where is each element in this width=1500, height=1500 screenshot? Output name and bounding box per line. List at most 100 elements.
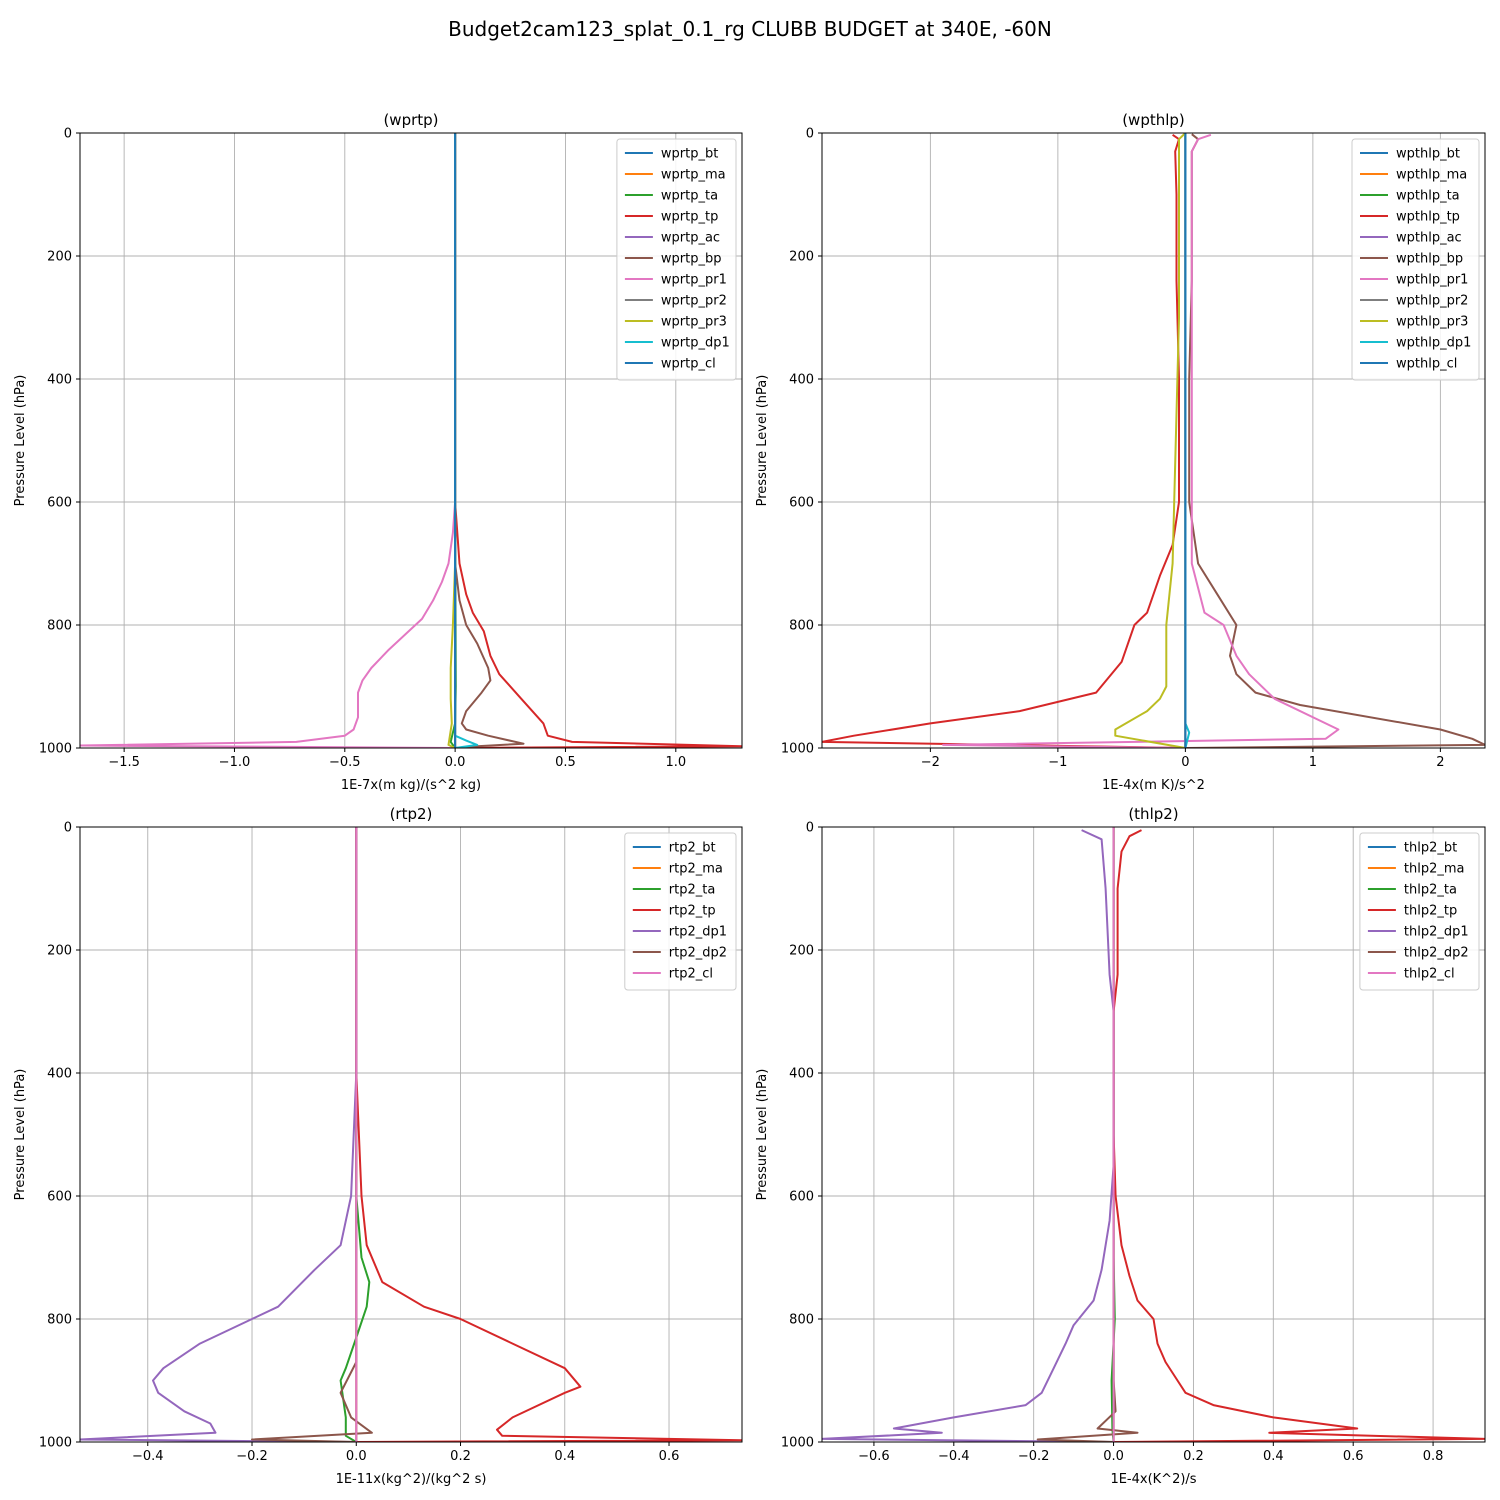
y-tick-label: 800 (47, 1313, 72, 1328)
legend-entry-label: wprtp_tp (661, 210, 718, 225)
series-line-rtp2_tp (355, 827, 742, 1442)
panel-2: −0.4 −0.2 0.0 0.2 0.4 0.6 0 200 400 600 800 1000 (rt… (13, 805, 743, 1487)
x-tick-label: 0.2 (1183, 1449, 1204, 1464)
x-tick-label: 0.0 (1103, 1449, 1124, 1464)
series-line-wprtp_bp (454, 133, 525, 748)
legend-entry-label: wprtp_dp1 (661, 336, 730, 351)
y-tick-label: 0 (806, 821, 814, 836)
y-tick-label: 600 (789, 1190, 814, 1205)
legend-entry-label: wprtp_pr1 (661, 273, 727, 288)
y-axis-label: Pressure Level (hPa) (13, 1069, 28, 1201)
y-tick-label: 200 (47, 944, 72, 959)
x-tick-label: −0.4 (938, 1449, 970, 1464)
legend-box (1351, 138, 1480, 381)
figure-title: Budget2cam123_splat_0.1_rg CLUBB BUDGET … (448, 17, 1052, 41)
y-tick-label: 1000 (781, 1436, 814, 1451)
series-group (80, 133, 742, 748)
legend-entry-label: wprtp_pr3 (661, 315, 727, 330)
y-tick-label: 400 (47, 373, 72, 388)
y-tick-label: 600 (47, 1190, 72, 1205)
legend-box (616, 138, 737, 381)
series-group (822, 827, 1485, 1442)
series-line-wpthlp_tp (822, 133, 1186, 748)
series-group (822, 133, 1485, 748)
x-tick-label: 2 (1436, 755, 1444, 770)
panel-title: (rtp2) (390, 805, 433, 823)
legend-entry-label: thlp2_ma (1404, 862, 1465, 877)
y-tick-label: 400 (47, 1067, 72, 1082)
series-group (80, 827, 742, 1442)
x-tick-label: −1.0 (219, 755, 251, 770)
series-line-thlp2_dp1 (822, 829, 1115, 1442)
y-tick-label: 200 (789, 250, 814, 265)
y-tick-label: 800 (789, 619, 814, 634)
legend-entry-label: wprtp_bt (661, 147, 718, 162)
series-line-thlp2_tp (1112, 829, 1485, 1442)
x-axis-label: 1E-4x(m K)/s^2 (1102, 778, 1205, 793)
panel-3: −0.6 −0.4 −0.2 0.0 0.2 0.4 0.6 0.8 0 200 400 600 800… (755, 805, 1486, 1487)
series-line-rtp2_dp1 (80, 827, 358, 1442)
legend-box (1359, 832, 1480, 991)
plot-frame (821, 132, 1486, 749)
y-axis-label: Pressure Level (hPa) (755, 1069, 770, 1201)
legend-entry-label: wpthlp_ma (1396, 168, 1467, 183)
legend-entry-label: wprtp_pr2 (661, 294, 727, 309)
y-tick-label: 1000 (39, 1436, 72, 1451)
legend-entry-label: thlp2_cl (1404, 967, 1455, 982)
legend-entry-label: wprtp_ac (661, 231, 720, 246)
x-tick-label: −1 (1048, 755, 1067, 770)
x-axis-label: 1E-11x(kg^2)/(kg^2 s) (336, 1472, 487, 1487)
legend-entry-label: rtp2_tp (669, 904, 716, 919)
x-tick-label: 0.8 (1423, 1449, 1444, 1464)
y-tick-label: 600 (47, 496, 72, 511)
y-tick-label: 1000 (781, 742, 814, 757)
legend-entry-label: thlp2_dp1 (1404, 925, 1469, 940)
legend-entry-label: thlp2_bt (1404, 841, 1457, 856)
legend-entry-label: wprtp_cl (661, 357, 716, 372)
panel-1: −2 −1 0 1 2 0 200 400 600 800 1000 (wpthlp) 1E-4x(m … (755, 111, 1486, 793)
y-tick-label: 1000 (39, 742, 72, 757)
x-tick-label: 0.6 (1343, 1449, 1364, 1464)
x-tick-label: −1.5 (108, 755, 140, 770)
y-tick-label: 400 (789, 1067, 814, 1082)
x-tick-label: 0 (1181, 755, 1189, 770)
y-tick-label: 200 (789, 944, 814, 959)
legend-entry-label: wpthlp_pr1 (1396, 273, 1468, 288)
panel-title: (thlp2) (1128, 805, 1178, 823)
x-tick-label: 0.4 (554, 1449, 575, 1464)
legend-entry-label: rtp2_bt (669, 841, 716, 856)
y-tick-label: 800 (47, 619, 72, 634)
x-tick-label: −0.2 (1018, 1449, 1050, 1464)
legend-entry-label: wpthlp_bt (1396, 147, 1460, 162)
legend: wprtp_bt wprtp_ma wprtp_ta wprtp_tp wprtp_ac… (616, 138, 737, 381)
series-line-wpthlp_pr3 (1114, 133, 1187, 748)
legend-entry-label: rtp2_dp1 (669, 925, 727, 940)
x-tick-label: 0.0 (346, 1449, 367, 1464)
y-axis-label: Pressure Level (hPa) (13, 375, 28, 507)
legend-entry-label: rtp2_cl (669, 967, 713, 982)
panel-title: (wprtp) (383, 111, 438, 129)
legend: wpthlp_bt wpthlp_ma wpthlp_ta wpthlp_tpwpth… (1351, 138, 1480, 381)
plot-frame (79, 826, 743, 1443)
y-tick-label: 400 (789, 373, 814, 388)
x-tick-label: −0.6 (858, 1449, 890, 1464)
legend-entry-label: wpthlp_tp (1396, 210, 1460, 225)
panel-0: −1.5 −1.0 −0.5 0.0 0.5 1.0 0 200 400 600 800 1000 (w… (13, 111, 743, 793)
y-axis-label: Pressure Level (hPa) (755, 375, 770, 507)
plot-frame (79, 132, 743, 749)
legend-entry-label: wpthlp_cl (1396, 357, 1457, 372)
series-line-wprtp_tp (454, 133, 742, 748)
legend-entry-label: rtp2_ma (669, 862, 723, 877)
x-tick-label: −0.4 (132, 1449, 164, 1464)
legend-entry-label: wprtp_ta (661, 189, 718, 204)
x-tick-label: 1.0 (665, 755, 686, 770)
y-tick-label: 800 (789, 1313, 814, 1328)
legend-entry-label: wpthlp_ac (1396, 231, 1462, 246)
series-line-wpthlp_pr1 (942, 133, 1340, 748)
x-tick-label: 0.4 (1263, 1449, 1284, 1464)
x-tick-label: 0.0 (445, 755, 466, 770)
legend: rtp2_bt rtp2_ma rtp2_ta rtp2_tp rtp2_dp1 rtp2… (624, 832, 737, 991)
x-tick-label: −0.5 (329, 755, 361, 770)
x-tick-label: 0.2 (450, 1449, 471, 1464)
